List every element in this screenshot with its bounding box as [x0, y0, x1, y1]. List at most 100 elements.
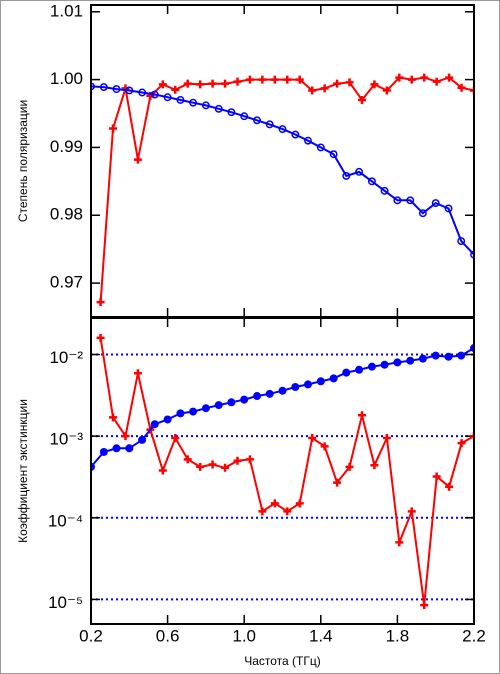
marker	[406, 356, 415, 365]
marker	[196, 462, 205, 471]
marker	[393, 358, 402, 367]
marker	[121, 432, 130, 441]
marker	[333, 478, 342, 487]
marker	[245, 75, 254, 84]
marker	[291, 382, 300, 391]
marker	[432, 472, 441, 481]
marker	[407, 75, 416, 84]
marker	[201, 404, 210, 413]
marker	[163, 415, 172, 424]
marker	[183, 79, 192, 88]
marker	[208, 460, 217, 469]
marker	[345, 462, 354, 471]
marker	[380, 186, 389, 195]
marker	[245, 455, 254, 464]
marker	[196, 80, 205, 89]
marker	[99, 447, 108, 456]
marker	[445, 482, 454, 491]
y-tick-label: 10⁻³	[49, 430, 83, 449]
marker	[163, 93, 172, 102]
marker	[457, 439, 466, 448]
marker	[457, 237, 466, 245]
marker	[308, 86, 317, 95]
marker	[470, 86, 474, 95]
x-axis-label: Частота (ТГц)	[244, 654, 321, 668]
marker	[183, 455, 192, 464]
marker	[189, 407, 198, 416]
x-tick-label: 2.2	[462, 626, 486, 645]
marker	[171, 433, 180, 442]
marker	[150, 420, 159, 429]
marker	[221, 463, 230, 472]
marker	[393, 196, 402, 205]
y-tick-label: 10⁻⁵	[48, 593, 83, 612]
series	[96, 333, 474, 610]
marker	[357, 411, 366, 420]
marker	[283, 507, 292, 516]
plot-frame	[90, 317, 475, 625]
marker	[320, 442, 329, 451]
marker	[138, 435, 147, 444]
marker	[420, 73, 429, 82]
marker	[176, 96, 185, 104]
marker	[333, 79, 342, 88]
marker	[395, 73, 404, 82]
marker	[208, 79, 217, 88]
marker	[158, 80, 167, 89]
y-tick-label: 0.99	[50, 137, 83, 156]
marker	[407, 507, 416, 516]
marker	[304, 136, 312, 145]
marker	[444, 352, 453, 361]
marker	[345, 78, 354, 87]
marker	[96, 333, 105, 342]
marker	[316, 377, 325, 386]
y-tick-label: 1.00	[50, 69, 83, 88]
marker	[112, 444, 121, 453]
marker	[227, 398, 236, 407]
marker	[214, 401, 223, 410]
marker	[308, 433, 317, 442]
marker	[342, 171, 351, 180]
marker	[370, 461, 379, 470]
marker	[253, 392, 262, 401]
marker	[265, 389, 274, 398]
marker	[133, 369, 142, 378]
marker	[253, 116, 261, 125]
marker	[444, 204, 453, 213]
marker	[112, 85, 121, 94]
marker	[233, 456, 242, 465]
marker	[258, 507, 267, 516]
marker	[395, 538, 404, 547]
marker	[295, 499, 304, 508]
marker	[370, 80, 379, 89]
marker	[355, 167, 364, 176]
marker	[283, 75, 292, 84]
marker	[99, 83, 108, 92]
marker	[342, 368, 351, 377]
marker	[355, 365, 364, 374]
marker	[432, 77, 441, 86]
marker	[367, 177, 376, 186]
marker	[133, 155, 142, 164]
y-tick-label: 10⁻⁴	[48, 511, 83, 530]
marker	[380, 360, 389, 369]
x-tick-label: 0.2	[79, 626, 103, 645]
marker	[295, 75, 304, 84]
marker	[418, 354, 427, 363]
marker	[457, 351, 466, 360]
marker	[150, 90, 159, 99]
marker	[270, 75, 279, 84]
marker	[357, 95, 366, 104]
marker	[221, 79, 230, 88]
marker	[367, 362, 376, 371]
marker	[457, 83, 466, 92]
marker	[278, 386, 287, 395]
marker	[431, 351, 440, 360]
series-line	[91, 85, 474, 256]
marker	[382, 433, 391, 442]
marker	[138, 88, 147, 97]
y-tick-label: 0.97	[50, 273, 83, 292]
